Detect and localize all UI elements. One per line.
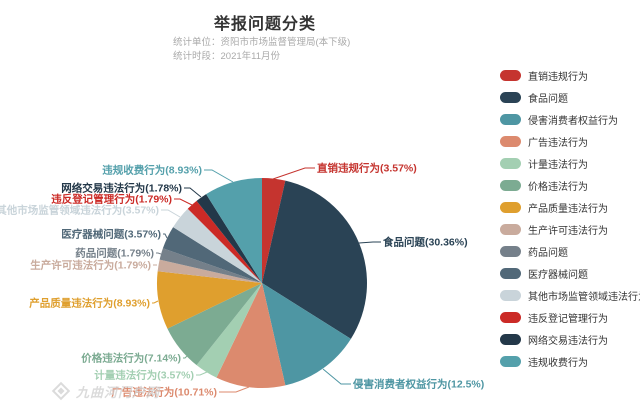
pie-slice[interactable] bbox=[262, 180, 367, 339]
legend-marker bbox=[500, 70, 521, 81]
legend-marker bbox=[500, 92, 521, 103]
pie-label: 价格违法行为(7.14%) bbox=[81, 352, 181, 365]
legend-marker bbox=[500, 290, 521, 301]
pie-label: 计量违法行为(3.57%) bbox=[94, 369, 194, 382]
legend-marker bbox=[500, 246, 521, 257]
pie-slice[interactable] bbox=[173, 208, 262, 283]
pie-label-line bbox=[219, 386, 250, 393]
pie-label: 产品质量违法行为(8.93%) bbox=[29, 297, 150, 310]
pie-label: 直销违规行为(3.57%) bbox=[317, 162, 417, 175]
pie-label-line bbox=[272, 167, 315, 180]
pie-label-line bbox=[196, 371, 208, 376]
pie-label-line bbox=[161, 209, 181, 218]
pie-slice[interactable] bbox=[262, 177, 286, 283]
pie-label-line bbox=[358, 241, 381, 244]
legend-marker bbox=[500, 224, 521, 235]
legend-label: 产品质量违法行为 bbox=[528, 204, 608, 215]
pie-label: 医疗器械问题(3.57%) bbox=[61, 228, 161, 241]
legend-label: 违反登记管理行为 bbox=[528, 314, 608, 325]
chart-subtitle: 统计单位：资阳市市场监督管理局(本下级) 统计时段：2021年11月份 bbox=[173, 36, 350, 64]
pie-label-line bbox=[204, 169, 234, 183]
pie-slice[interactable] bbox=[262, 283, 351, 386]
legend-label: 医疗器械问题 bbox=[528, 270, 588, 281]
chart-title: 举报问题分类 bbox=[213, 16, 316, 33]
pie-label: 违反登记管理行为(1.79%) bbox=[51, 193, 172, 206]
pie-slice[interactable] bbox=[216, 283, 286, 389]
pie-label-line bbox=[322, 368, 351, 385]
legend-item[interactable]: 直销违规行为 bbox=[500, 68, 640, 83]
pie-slice[interactable] bbox=[157, 271, 262, 329]
legend-item[interactable]: 生产许可违法行为 bbox=[500, 222, 640, 237]
subtitle-unit: 统计单位：资阳市市场监督管理局(本下级) bbox=[173, 37, 351, 48]
legend-item[interactable]: 医疗器械问题 bbox=[500, 266, 640, 281]
pie-slice[interactable] bbox=[162, 227, 262, 283]
pie-label-line bbox=[183, 353, 190, 359]
legend-marker bbox=[500, 312, 521, 323]
pie-slice[interactable] bbox=[196, 283, 262, 378]
legend-marker bbox=[500, 268, 521, 279]
legend-label: 违规收费行为 bbox=[528, 358, 588, 369]
legend-label: 网络交易违法行为 bbox=[528, 336, 608, 347]
legend-item[interactable]: 广告违法行为 bbox=[500, 134, 640, 149]
legend-marker bbox=[500, 334, 521, 345]
pie-label: 药品问题(1.79%) bbox=[75, 247, 154, 260]
legend-item[interactable]: 网络交易违法行为 bbox=[500, 332, 640, 347]
pie-label: 网络交易违法行为(1.78%) bbox=[61, 182, 182, 195]
legend-marker bbox=[500, 136, 521, 147]
pie-label-line bbox=[163, 233, 168, 239]
legend-label: 生产许可违法行为 bbox=[528, 226, 608, 237]
legend-label: 直销违规行为 bbox=[528, 72, 588, 83]
pie-slice[interactable] bbox=[157, 259, 262, 283]
legend-label: 价格违法行为 bbox=[528, 182, 588, 193]
legend-item[interactable]: 侵害消费者权益行为 bbox=[500, 112, 640, 127]
pie-slice[interactable] bbox=[206, 178, 262, 283]
legend-item[interactable]: 价格违法行为 bbox=[500, 178, 640, 193]
legend-label: 食品问题 bbox=[528, 94, 568, 105]
legend-marker bbox=[500, 114, 521, 125]
pie-slice[interactable] bbox=[159, 248, 262, 283]
pie-label-line bbox=[152, 300, 159, 304]
legend: 直销违规行为 食品问题侵害消费者权益行为 广告违法行为 计量违法行为 价格违法行为产品质… bbox=[500, 68, 640, 376]
subtitle-period: 统计时段：2021年11月份 bbox=[173, 51, 280, 62]
legend-item[interactable]: 食品问题 bbox=[500, 90, 640, 105]
pie-label: 侵害消费者权益行为(12.5%) bbox=[352, 378, 484, 391]
legend-marker bbox=[500, 202, 521, 213]
pie-label: 其他市场监管领域违法行为(3.57%) bbox=[0, 204, 159, 217]
pie-label-line bbox=[156, 252, 162, 255]
legend-marker bbox=[500, 158, 521, 169]
pie-label: 广告违法行为(10.71%) bbox=[111, 386, 217, 399]
legend-item[interactable]: 其他市场监管领域违法行为 bbox=[500, 288, 640, 303]
legend-label: 侵害消费者权益行为 bbox=[528, 116, 618, 127]
legend-marker bbox=[500, 180, 521, 191]
legend-item[interactable]: 产品质量违法行为 bbox=[500, 200, 640, 215]
legend-label: 广告违法行为 bbox=[528, 138, 588, 149]
pie-slice[interactable] bbox=[196, 194, 262, 283]
legend-marker bbox=[500, 356, 521, 367]
legend-label: 药品问题 bbox=[528, 248, 568, 259]
pie-slice[interactable] bbox=[187, 200, 262, 283]
pie-label-line bbox=[184, 187, 202, 198]
legend-item[interactable]: 违规收费行为 bbox=[500, 354, 640, 369]
legend-label: 其他市场监管领域违法行为 bbox=[528, 292, 640, 303]
pie-label: 食品问题(30.36%) bbox=[382, 236, 468, 249]
pie-label: 违规收费行为(8.93%) bbox=[102, 164, 202, 177]
legend-item[interactable]: 违反登记管理行为 bbox=[500, 310, 640, 325]
legend-label: 计量违法行为 bbox=[528, 160, 588, 171]
pie-label: 生产许可违法行为(1.79%) bbox=[30, 259, 151, 272]
legend-item[interactable]: 计量违法行为 bbox=[500, 156, 640, 171]
legend-item[interactable]: 药品问题 bbox=[500, 244, 640, 259]
pie-label-line bbox=[174, 198, 193, 206]
pie-slice[interactable] bbox=[167, 283, 262, 366]
